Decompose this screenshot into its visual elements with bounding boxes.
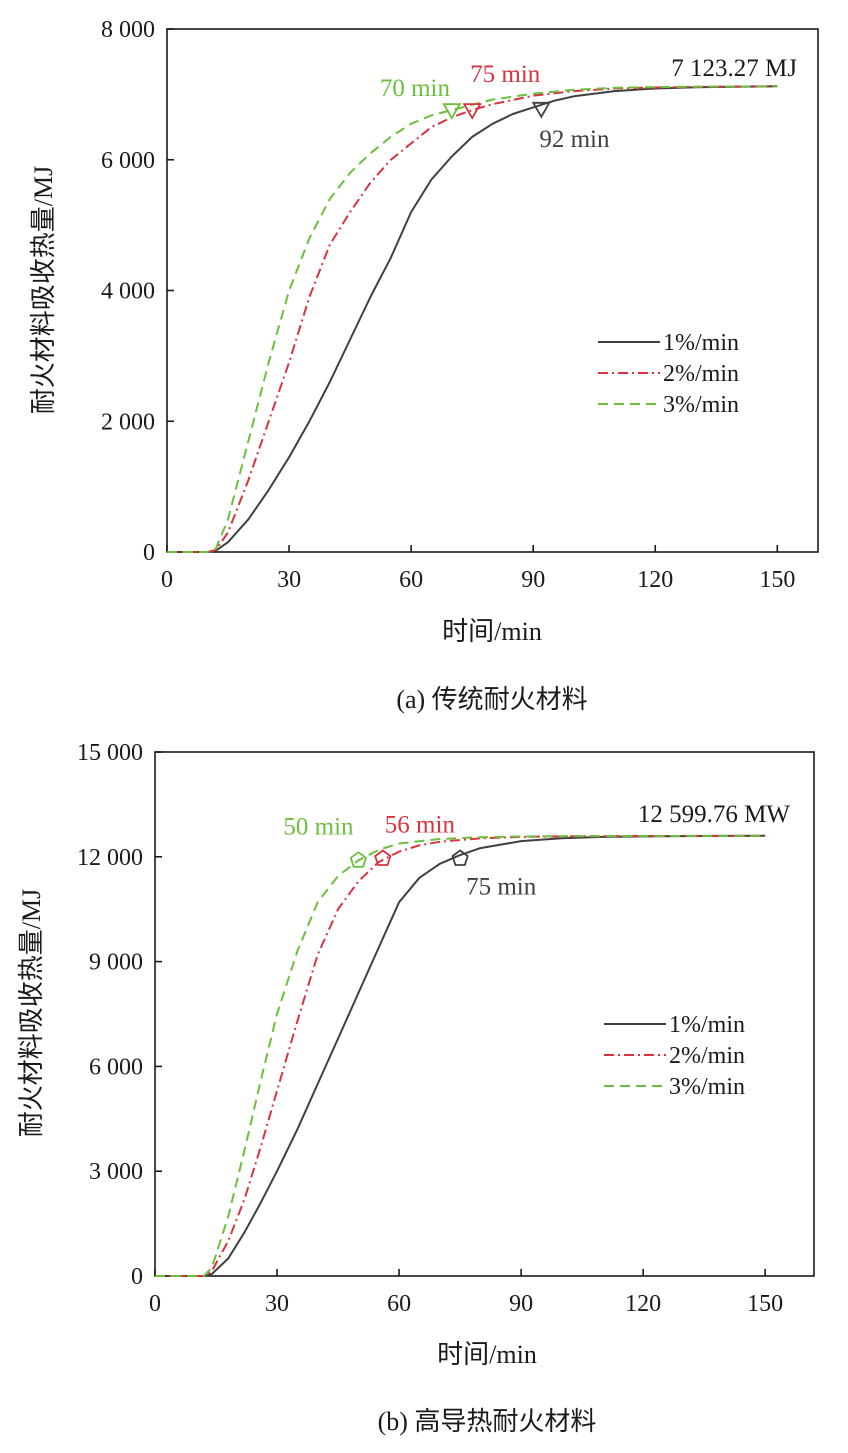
y-axis-ticks: 0 2 000 4 000 6 000 8 000	[101, 17, 174, 566]
legend: 1%/min 2%/min 3%/min	[598, 330, 739, 418]
x-axis-ticks: 0 30 60 90 120 150	[149, 1269, 783, 1317]
y-tick-label: 6 000	[89, 1054, 143, 1080]
series-2-marker	[462, 103, 482, 120]
x-tick-label: 90	[521, 567, 545, 593]
y-tick-label: 9 000	[89, 950, 143, 976]
series-line-3	[167, 85, 778, 553]
marker-label-2: 75 min	[470, 61, 541, 88]
y-tick-label: 4 000	[101, 279, 155, 305]
series-2-marker	[374, 849, 392, 866]
marker-label-2: 56 min	[385, 812, 456, 839]
plot-frame	[166, 28, 819, 553]
y-tick-label: 3 000	[89, 1159, 143, 1185]
x-tick-label: 0	[149, 1291, 161, 1317]
y-axis-title: 耐火材料吸收热量/MJ	[17, 889, 46, 1137]
marker-label-1: 50 min	[283, 813, 354, 840]
legend-label-1: 1%/min	[663, 330, 739, 356]
legend-label-3: 3%/min	[669, 1074, 745, 1100]
series-line-3	[155, 834, 766, 1277]
figure-caption-a: (a) 传统耐火材料	[396, 685, 587, 714]
marker-layer: 70 min 75 min 92 min	[380, 61, 610, 153]
x-tick-label: 120	[637, 567, 673, 593]
x-tick-label: 0	[161, 567, 173, 593]
x-axis-title: 时间/min	[437, 1340, 537, 1369]
series-layer	[155, 834, 766, 1277]
marker-label-3: 92 min	[539, 126, 610, 153]
marker-label-1: 70 min	[380, 75, 451, 102]
y-tick-label: 12 000	[77, 845, 143, 871]
series-3-marker	[349, 851, 368, 868]
legend-label-1: 1%/min	[669, 1012, 745, 1038]
y-tick-label: 0	[143, 540, 155, 566]
x-tick-label: 90	[509, 1291, 533, 1317]
y-axis-ticks: 0 3 000 6 000 9 000 12 000 15 000	[77, 740, 162, 1290]
series-line-1	[167, 85, 778, 553]
legend-label-3: 3%/min	[663, 392, 739, 418]
legend-label-2: 2%/min	[669, 1043, 745, 1069]
y-tick-label: 15 000	[77, 740, 143, 766]
x-tick-label: 150	[759, 567, 795, 593]
plot-frame	[154, 751, 815, 1277]
chart-panel-a: 0 30 60 90 120 150 0 2 000 4 000 6 000 8 000 70 m…	[29, 17, 819, 714]
y-axis-title: 耐火材料吸收热量/MJ	[29, 166, 58, 414]
x-tick-label: 150	[747, 1291, 783, 1317]
x-tick-label: 60	[387, 1291, 411, 1317]
x-tick-label: 60	[399, 567, 423, 593]
marker-label-3: 75 min	[466, 874, 537, 901]
y-tick-label: 2 000	[101, 409, 155, 435]
series-1-marker	[531, 101, 551, 119]
x-tick-label: 30	[277, 567, 301, 593]
figure-caption-b: (b) 高导热耐火材料	[378, 1407, 597, 1436]
y-tick-label: 0	[131, 1264, 143, 1290]
x-tick-label: 120	[625, 1291, 661, 1317]
legend-label-2: 2%/min	[663, 361, 739, 387]
series-layer	[167, 85, 778, 553]
chart-panel-b: 0 30 60 90 120 150 0 3 000 6 000 9 000 12 000 15 0…	[17, 740, 815, 1436]
series-line-2	[167, 85, 778, 553]
final-value-annotation: 7 123.27 MJ	[671, 55, 797, 82]
final-value-annotation: 12 599.76 MW	[638, 801, 790, 828]
marker-layer: 50 min 56 min 75 min	[283, 812, 536, 901]
x-axis-title: 时间/min	[442, 617, 542, 646]
legend: 1%/min 2%/min 3%/min	[604, 1012, 745, 1100]
series-1-marker	[451, 849, 469, 866]
y-tick-label: 8 000	[101, 17, 155, 43]
y-tick-label: 6 000	[101, 148, 155, 174]
x-axis-ticks: 0 30 60 90 120 150	[161, 545, 795, 593]
x-tick-label: 30	[265, 1291, 289, 1317]
series-3-marker	[442, 103, 462, 120]
